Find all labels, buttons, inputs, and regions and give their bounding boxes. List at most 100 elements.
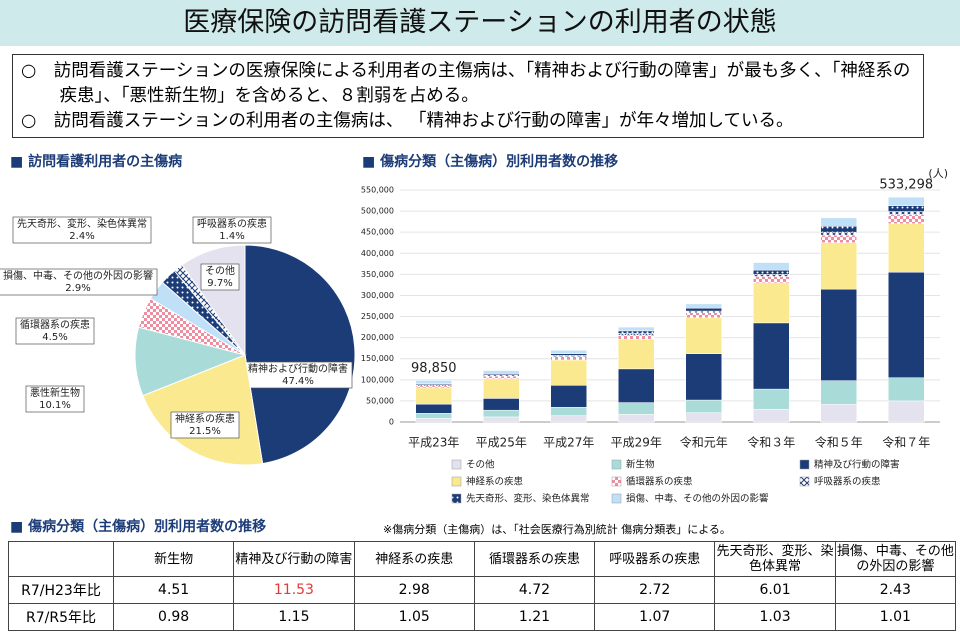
bar-segment bbox=[550, 359, 587, 386]
x-tick-label: 令和７年 bbox=[882, 435, 930, 450]
charts: ■ 訪問看護利用者の主傷病 ■ 傷病分類（主傷病）別利用者数の推移 (人) ■ … bbox=[0, 153, 948, 535]
bar-segment bbox=[753, 276, 790, 284]
bullet-box: ○ 訪問看護ステーションの医療保険による利用者の主傷病は、「精神および行動の障害… bbox=[12, 54, 924, 138]
y-tick-label: 250,000 bbox=[361, 312, 394, 321]
bar-segment bbox=[550, 385, 587, 408]
pie-label-name: 神経系の疾患 bbox=[175, 412, 235, 425]
bar-segment bbox=[753, 269, 790, 275]
table-row: R7/H23年比 4.51 11.53 2.98 4.72 2.72 6.01 2.43 bbox=[8, 576, 957, 604]
bar-segment bbox=[685, 353, 722, 401]
bar-segment bbox=[415, 380, 452, 385]
y-tick-label: 400,000 bbox=[361, 249, 394, 258]
label-box bbox=[0, 268, 158, 296]
bar-segment bbox=[888, 223, 925, 273]
column-header: 呼吸器系の疾患 bbox=[594, 541, 716, 577]
pie-label-value: 2.9% bbox=[65, 283, 90, 294]
bar-segment bbox=[888, 196, 925, 206]
pie-label-value: 21.5% bbox=[189, 426, 221, 437]
bar-segment bbox=[685, 307, 722, 312]
row-label: R7/H23年比 bbox=[8, 576, 114, 604]
table-cell: 1.15 bbox=[233, 603, 355, 631]
bar-segment bbox=[820, 380, 857, 405]
x-tick-label: 令和３年 bbox=[747, 435, 795, 450]
legend-swatch bbox=[799, 459, 810, 470]
bar-segment bbox=[550, 415, 587, 423]
bar-segment bbox=[415, 403, 452, 414]
bar-segment bbox=[820, 242, 857, 290]
pie-slice bbox=[244, 244, 356, 465]
bar-segment bbox=[618, 334, 655, 340]
bar-segment bbox=[685, 312, 722, 319]
legend-label: 新生物 bbox=[626, 459, 655, 471]
bar-segment bbox=[685, 317, 722, 354]
y-tick-label: 150,000 bbox=[361, 354, 394, 363]
section-title: ■ 傷病分類（主傷病）別利用者数の推移 bbox=[10, 518, 266, 535]
section-title: ■ 傷病分類（主傷病）別利用者数の推移 bbox=[362, 153, 618, 170]
legend-swatch bbox=[611, 459, 622, 470]
table: 新生物 精神及び行動の障害 神経系の疾患 循環器系の疾患 呼吸器系の疾患 先天奇形、変形、… bbox=[8, 541, 957, 631]
label-box bbox=[15, 317, 95, 345]
y-tick-label: 100,000 bbox=[361, 375, 394, 384]
x-tick-label: 令和元年 bbox=[680, 435, 728, 450]
bar-segment bbox=[550, 350, 587, 354]
label-box bbox=[192, 216, 272, 244]
pie-label-name: 悪性新生物 bbox=[30, 386, 80, 399]
pie-label-name: 損傷、中毒、その他の外因の影響 bbox=[3, 269, 153, 282]
bar-segment bbox=[550, 356, 587, 361]
table-note: ※傷病分類（主傷病）は、「社会医療行為別統計 傷病分類表」による。 bbox=[383, 523, 731, 536]
pie-label-value: 10.1% bbox=[39, 400, 71, 411]
label-box bbox=[170, 411, 240, 439]
bar-segment bbox=[753, 388, 790, 410]
bar-segment bbox=[888, 211, 925, 215]
bar-segment bbox=[550, 406, 587, 416]
table-cell: 1.07 bbox=[594, 603, 716, 631]
bar-segment bbox=[685, 303, 722, 309]
table-cell: 1.21 bbox=[473, 603, 596, 631]
pie-label-name: 精神および行動の障害 bbox=[248, 362, 348, 375]
bar-segment bbox=[820, 234, 857, 243]
table-cell: 0.98 bbox=[112, 603, 235, 631]
pie-label-name: 循環器系の疾患 bbox=[20, 318, 90, 331]
pie-label-value: 47.4% bbox=[282, 376, 314, 387]
x-tick-label: 令和５年 bbox=[815, 435, 863, 450]
bar-segment bbox=[888, 377, 925, 402]
column-header: 神経系の疾患 bbox=[353, 541, 475, 577]
table-cell: 2.43 bbox=[834, 576, 957, 604]
table-cell: 4.51 bbox=[112, 576, 235, 604]
bar-segment bbox=[820, 288, 857, 381]
column-header: 精神及び行動の障害 bbox=[233, 541, 355, 577]
bar-segment bbox=[888, 214, 925, 224]
bar-segment bbox=[483, 409, 520, 418]
total-label: 533,298 bbox=[879, 178, 933, 193]
pie-label-name: その他 bbox=[205, 264, 235, 277]
section-title: ■ 訪問看護利用者の主傷病 bbox=[10, 153, 182, 170]
bar-segment bbox=[888, 400, 925, 423]
bar-segment bbox=[618, 368, 655, 403]
bar-segment bbox=[618, 333, 655, 336]
bar-segment bbox=[888, 205, 925, 212]
y-tick-label: 300,000 bbox=[361, 291, 394, 300]
pie-label-value: 4.5% bbox=[42, 332, 67, 343]
table-cell: 1.01 bbox=[834, 603, 957, 631]
legend-swatch bbox=[451, 493, 462, 504]
bar-segment bbox=[753, 409, 790, 423]
pie-label-value: 2.4% bbox=[69, 231, 94, 242]
legend-label: 損傷、中毒、その他の外因の影響 bbox=[626, 493, 769, 505]
bar-segment bbox=[618, 402, 655, 415]
y-tick-label: 50,000 bbox=[366, 396, 394, 405]
bar-segment bbox=[550, 353, 587, 356]
bar-segment bbox=[753, 274, 790, 277]
table-row: R7/R5年比 0.98 1.15 1.05 1.21 1.07 1.03 1.01 bbox=[8, 603, 957, 631]
label-box bbox=[12, 216, 152, 244]
y-tick-label: 550,000 bbox=[361, 186, 394, 195]
bar-segment bbox=[888, 272, 925, 378]
legend-swatch bbox=[451, 459, 462, 470]
bar-segment bbox=[618, 330, 655, 334]
bar-segment bbox=[753, 262, 790, 271]
